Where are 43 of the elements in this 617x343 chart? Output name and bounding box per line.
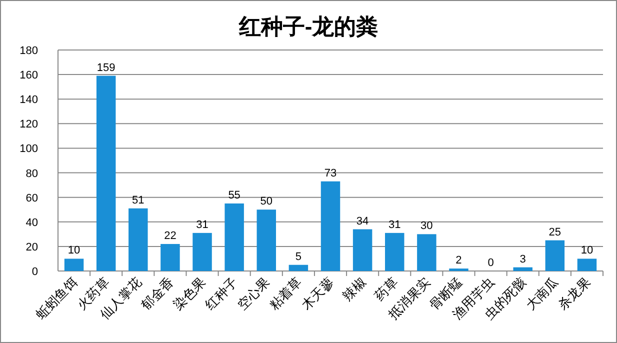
x-tick-label: 辣椒 xyxy=(340,274,369,304)
bar xyxy=(224,203,244,271)
chart-title: 红种子-龙的粪 xyxy=(238,14,378,39)
data-label: 34 xyxy=(356,215,369,228)
data-label: 2 xyxy=(456,254,462,267)
bar xyxy=(352,229,372,271)
y-tick-label: 160 xyxy=(20,70,38,82)
data-label: 51 xyxy=(132,194,144,206)
bar xyxy=(320,181,340,271)
y-tick-label: 40 xyxy=(26,216,38,229)
y-tick-label: 140 xyxy=(20,94,38,106)
bar xyxy=(128,208,148,271)
bar xyxy=(513,267,532,271)
data-label: 25 xyxy=(548,226,562,238)
y-tick-label: 60 xyxy=(26,192,38,204)
y-tick-label: 80 xyxy=(26,168,38,180)
data-label: 10 xyxy=(580,244,594,257)
data-label: 3 xyxy=(520,253,526,266)
bar xyxy=(545,240,565,271)
bar xyxy=(192,232,212,271)
y-tick-label: 20 xyxy=(26,241,38,254)
bar xyxy=(96,76,116,271)
data-label: 30 xyxy=(420,220,433,232)
data-label: 31 xyxy=(388,218,401,231)
bar xyxy=(577,258,597,271)
bar xyxy=(385,232,404,271)
data-label: 31 xyxy=(196,218,208,231)
data-label: 0 xyxy=(488,257,494,269)
bar xyxy=(288,264,308,271)
data-label: 10 xyxy=(68,244,80,257)
bar xyxy=(417,234,436,271)
bar xyxy=(64,258,84,271)
data-label: 55 xyxy=(228,189,240,202)
bar xyxy=(160,244,180,271)
y-tick-label: 100 xyxy=(20,143,38,156)
data-label: 73 xyxy=(324,167,337,180)
y-tick-label: 180 xyxy=(20,45,38,57)
data-label: 22 xyxy=(164,230,176,242)
data-label: 5 xyxy=(295,250,302,263)
bar xyxy=(256,210,276,271)
data-label: 50 xyxy=(260,196,273,208)
y-tick-label: 120 xyxy=(20,118,38,131)
data-label: 159 xyxy=(96,62,116,74)
